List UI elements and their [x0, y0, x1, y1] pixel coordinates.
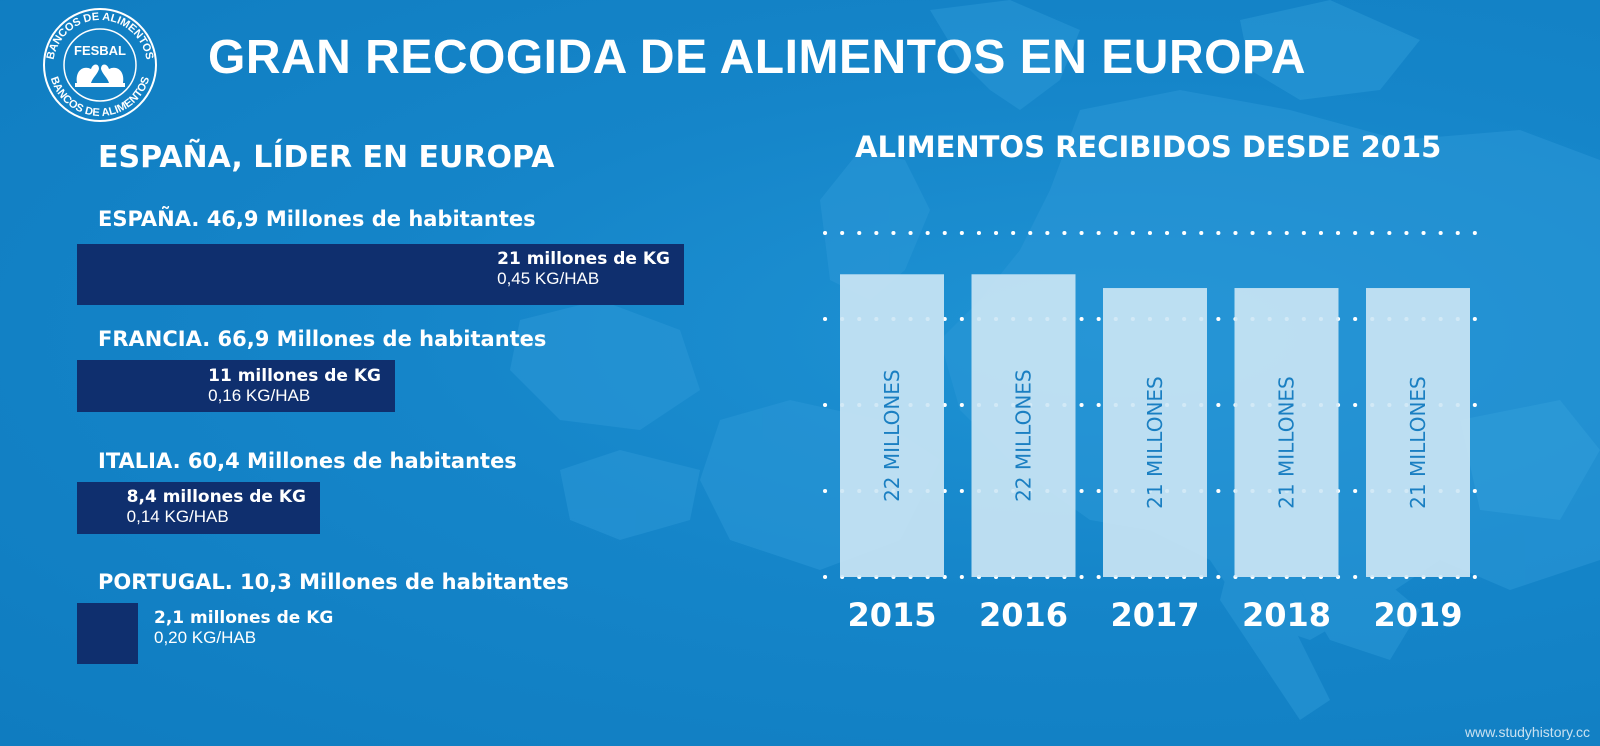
country-per-hab-espana: 0,45 KG/HAB [497, 269, 600, 288]
year-tick-label-2016: 2016 [979, 596, 1068, 634]
year-bar-label-2015: 22 MILLONES [880, 369, 904, 502]
svg-text:BANCOS DE ALIMENTOS: BANCOS DE ALIMENTOS [48, 75, 153, 119]
country-label-portugal: PORTUGAL. 10,3 Millones de habitantes [98, 570, 569, 594]
yearly-bar-chart: 22 MILLONES 2015 22 MILLONES 2016 21 MILLONE… [823, 231, 1480, 634]
year-tick-label-2017: 2017 [1110, 596, 1199, 634]
country-per-hab-francia: 0,16 KG/HAB [208, 386, 311, 405]
year-bar-label-2017: 21 MILLONES [1143, 376, 1167, 509]
year-bar-2016 [971, 274, 1076, 577]
country-bar-francia [77, 360, 395, 412]
left-chart-title: ESPAÑA, LÍDER EN EUROPA [98, 140, 555, 175]
country-kg-italia: 8,4 millones de KG [126, 487, 306, 507]
country-label-italia: ITALIA. 60,4 Millones de habitantes [98, 449, 517, 473]
country-bar-text-portugal: 2,1 millones de KG 0,20 KG/HAB [154, 608, 333, 648]
country-bar-italia [77, 482, 320, 534]
country-bar-text-francia: 11 millones de KG 0,16 KG/HAB [208, 366, 381, 406]
year-tick-label-2019: 2019 [1373, 596, 1462, 634]
country-bar-text-espana: 21 millones de KG 0,45 KG/HAB [497, 249, 670, 289]
year-bar-2015 [840, 274, 944, 577]
country-bar-portugal [77, 603, 138, 664]
fesbal-logo: BANCOS DE ALIMENTOS BANCOS DE ALIMENTOS … [43, 8, 157, 122]
year-tick-label-2018: 2018 [1242, 596, 1331, 634]
page-title: GRAN RECOGIDA DE ALIMENTOS EN EUROPA [208, 31, 1307, 84]
country-kg-espana: 21 millones de KG [497, 249, 670, 269]
right-chart-title: ALIMENTOS RECIBIDOS DESDE 2015 [855, 130, 1442, 164]
year-bar-2018 [1234, 288, 1339, 577]
country-kg-francia: 11 millones de KG [208, 366, 381, 386]
country-bar-text-italia: 8,4 millones de KG 0,14 KG/HAB [127, 487, 306, 527]
year-bar-label-2016: 22 MILLONES [1012, 369, 1036, 502]
year-bar-2019 [1366, 288, 1470, 577]
country-label-francia: FRANCIA. 66,9 Millones de habitantes [98, 327, 547, 351]
country-per-hab-italia: 0,14 KG/HAB [126, 507, 229, 526]
watermark: www.studyhistory.cc [1465, 724, 1590, 740]
country-kg-portugal: 2,1 millones de KG [154, 608, 334, 628]
year-bar-2017 [1103, 288, 1207, 577]
country-per-hab-portugal: 0,20 KG/HAB [154, 628, 257, 647]
year-tick-label-2015: 2015 [847, 596, 936, 634]
year-bar-label-2018: 21 MILLONES [1275, 376, 1299, 509]
country-bar-espana [77, 244, 684, 305]
country-label-espana: ESPAÑA. 46,9 Millones de habitantes [98, 207, 536, 231]
year-bar-label-2019: 21 MILLONES [1406, 376, 1430, 509]
svg-text:FESBAL: FESBAL [74, 43, 126, 58]
